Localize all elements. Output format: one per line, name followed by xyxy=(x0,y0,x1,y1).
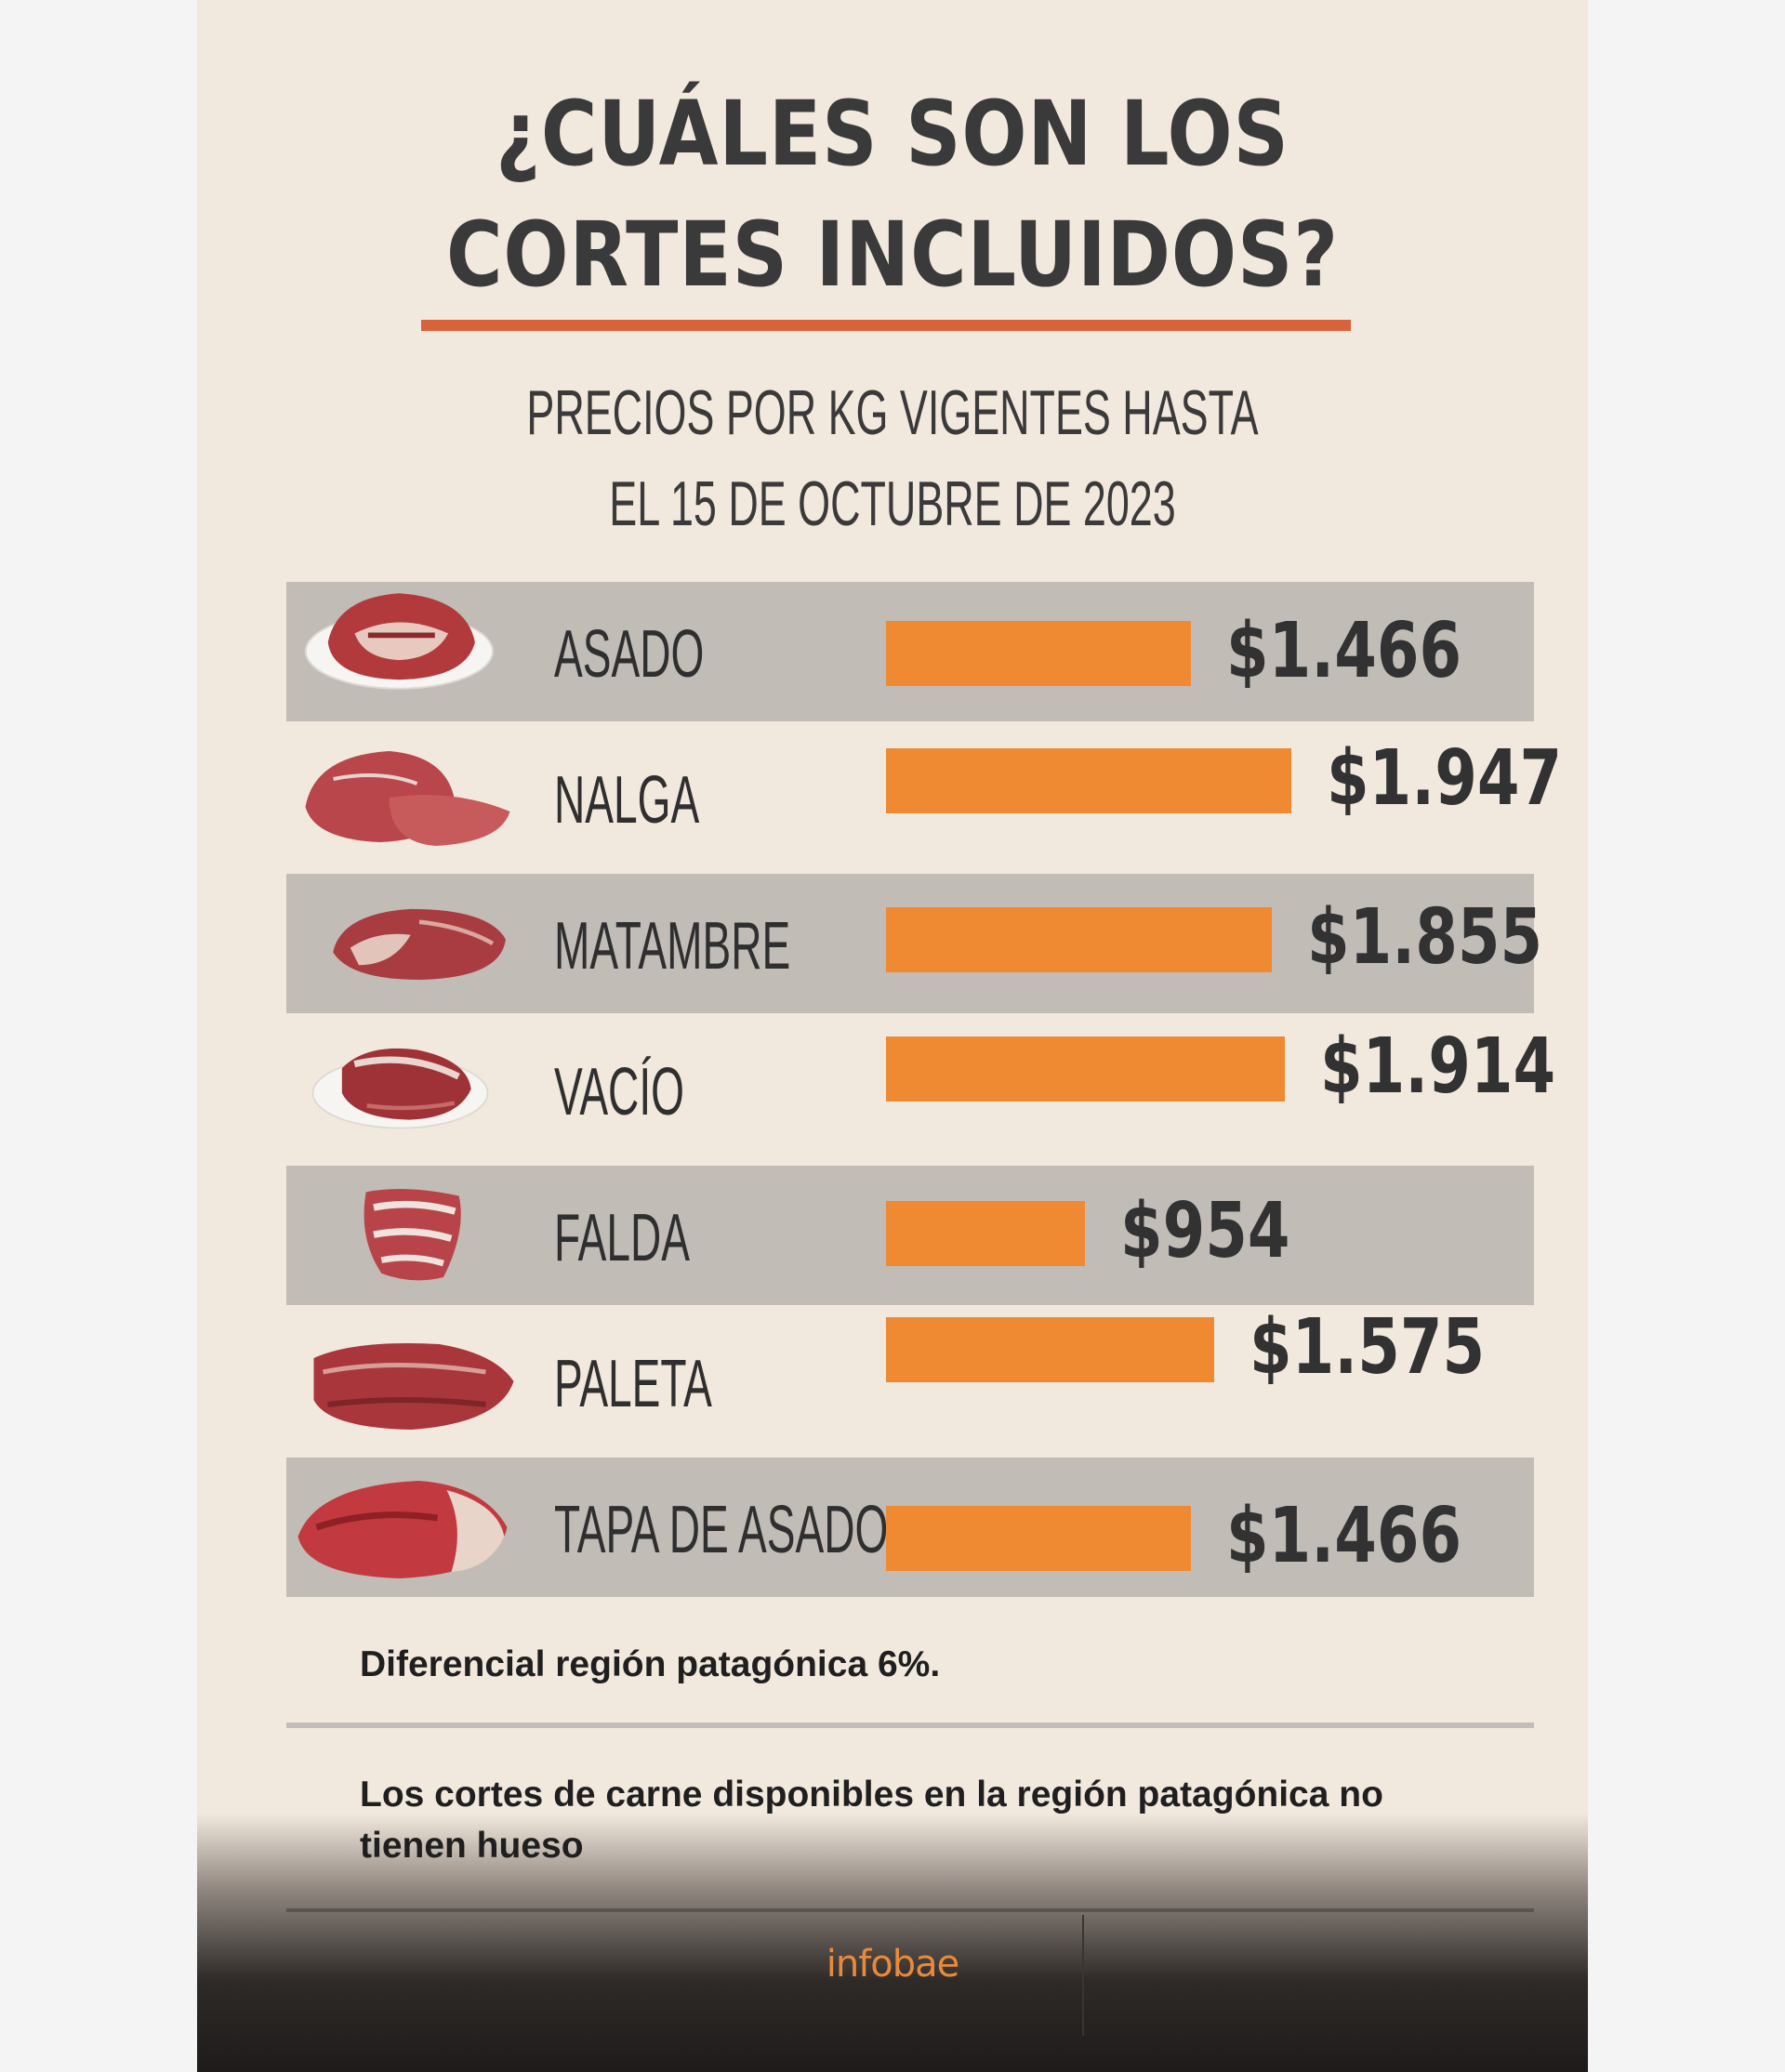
title-underline xyxy=(421,320,1351,331)
title-line-2: CORTES INCLUIDOS? xyxy=(445,203,1340,307)
price-label: $1.947 xyxy=(1327,734,1563,823)
price-label: $1.855 xyxy=(1307,893,1543,982)
matambre-meat-icon xyxy=(333,908,506,980)
cut-label: NALGA xyxy=(554,763,700,838)
nalga-meat-icon xyxy=(305,751,510,846)
tapa-de-asado-meat-icon xyxy=(298,1481,508,1578)
cut-label: MATAMBRE xyxy=(554,909,791,983)
price-bar xyxy=(886,907,1272,972)
vacio-meat-icon xyxy=(311,1048,489,1129)
title-line-1: ¿CUÁLES SON LOS xyxy=(496,82,1289,186)
divider xyxy=(286,1908,1534,1912)
falda-meat-icon xyxy=(364,1189,461,1281)
price-label: $1.575 xyxy=(1250,1303,1486,1392)
boneless-cuts-note: Los cortes de carne disponibles en la re… xyxy=(360,1775,1383,1866)
asado-meat-icon xyxy=(304,593,494,690)
price-bar xyxy=(886,1317,1214,1382)
price-bar xyxy=(886,1201,1085,1266)
price-label: $1.466 xyxy=(1226,607,1462,695)
price-bar xyxy=(886,748,1291,813)
price-bar xyxy=(886,1036,1285,1102)
price-label: $1.914 xyxy=(1320,1023,1556,1111)
price-label: $1.466 xyxy=(1226,1492,1462,1580)
paleta-meat-icon xyxy=(313,1343,514,1430)
price-bar xyxy=(886,1506,1191,1571)
price-bar-chart: ASADO $1.466 NALGA $1.947 MATAMBRE $1.855 VACÍ… xyxy=(197,0,1588,1673)
subtitle-line-2: EL 15 DE OCTUBRE DE 2023 xyxy=(609,469,1176,539)
divider xyxy=(286,1722,1534,1728)
patagonia-differential-note: Diferencial región patagónica 6%. xyxy=(360,1644,941,1684)
cut-label: FALDA xyxy=(554,1201,690,1275)
subtitle-line-1: PRECIOS POR KG VIGENTES HASTA xyxy=(526,377,1259,448)
infographic-poster: ¿CUÁLES SON LOS CORTES INCLUIDOS? PRECIO… xyxy=(197,0,1588,2072)
cut-label: VACÍO xyxy=(554,1055,684,1129)
brand-separator xyxy=(1082,1915,1084,2036)
cut-label: PALETA xyxy=(554,1347,712,1421)
bottom-fade xyxy=(197,1813,1588,2072)
cut-label: TAPA DE ASADO xyxy=(554,1493,889,1567)
brand-logo: infobae xyxy=(826,1943,960,1986)
price-label: $954 xyxy=(1120,1187,1290,1275)
cut-label: ASADO xyxy=(554,617,705,692)
price-bar xyxy=(886,621,1191,686)
